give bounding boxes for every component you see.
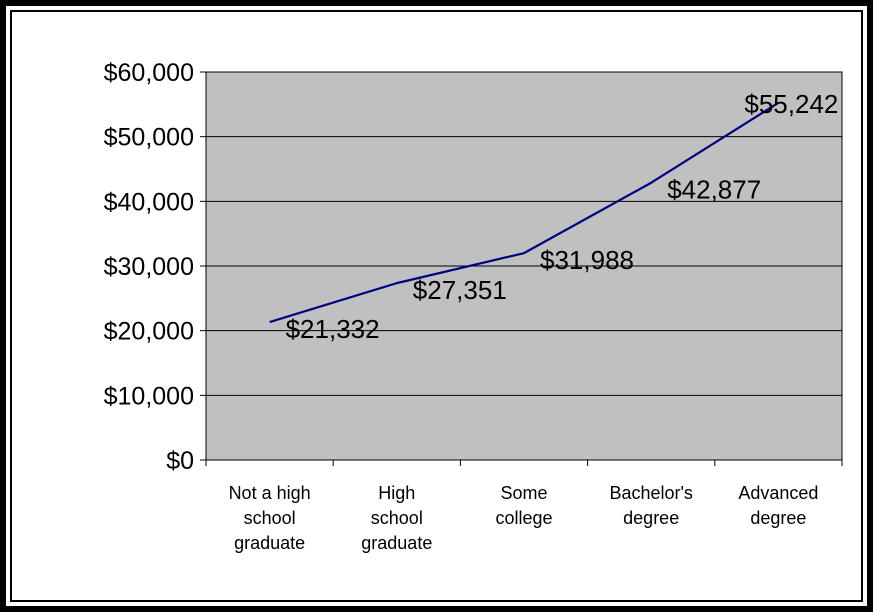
chart-inner-frame bbox=[10, 10, 863, 602]
y-tick-label: $30,000 bbox=[104, 253, 194, 281]
y-tick-label: $50,000 bbox=[104, 124, 194, 152]
x-axis-tick-labels: Not a high school graduate High school gradua… bbox=[229, 483, 819, 553]
data-label: $21,332 bbox=[286, 314, 380, 344]
x-tick-label: Not a high school graduate bbox=[229, 483, 311, 553]
data-label: $31,988 bbox=[540, 245, 634, 275]
data-label: $55,242 bbox=[744, 89, 838, 119]
y-tick-label: $60,000 bbox=[104, 59, 194, 87]
x-tick-label: Advanced degree bbox=[738, 483, 818, 528]
data-label: $42,877 bbox=[667, 175, 761, 205]
data-label: $27,351 bbox=[413, 275, 507, 305]
data-labels: $21,332 $27,351 $31,988 $42,877 $55,242 bbox=[286, 89, 839, 344]
gridlines bbox=[206, 71, 842, 396]
series bbox=[269, 101, 779, 324]
y-tick-label: $0 bbox=[166, 447, 194, 475]
y-axis-tick-labels: $0 $10,000 $20,000 $30,000 $40,000 $50,000 $60… bbox=[104, 59, 194, 475]
y-tick-label: $10,000 bbox=[104, 382, 194, 410]
x-tick-label: Some college bbox=[495, 483, 552, 528]
y-tick-label: $20,000 bbox=[104, 318, 194, 346]
x-tick-label: High school graduate bbox=[361, 483, 432, 553]
y-tick-label: $40,000 bbox=[104, 188, 194, 216]
axes bbox=[200, 71, 843, 466]
x-tick-label: Bachelor's degree bbox=[609, 483, 692, 528]
